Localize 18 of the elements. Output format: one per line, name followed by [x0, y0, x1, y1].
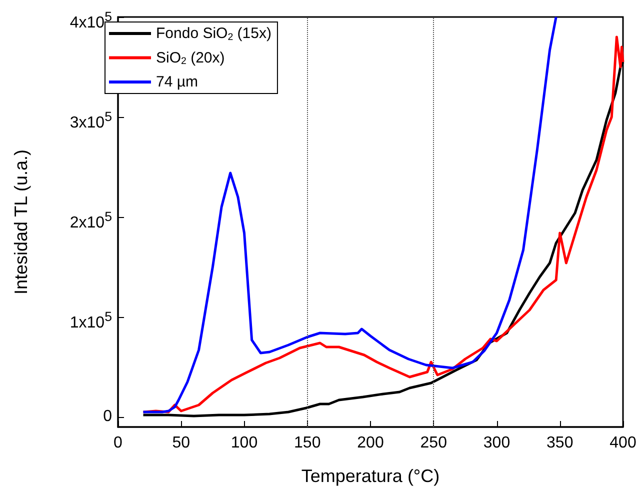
legend-label: 74 µm: [156, 74, 198, 90]
x-tick-label: 100: [230, 434, 258, 452]
y-tick-label: 1x10$^{5}$: [70, 308, 112, 334]
x-tick-label: 50: [172, 434, 190, 452]
y-tick-label: 0: [103, 407, 112, 427]
y-axis-title: Intesidad TL (u.a.): [11, 149, 31, 295]
x-tick-label: 150: [294, 434, 321, 452]
x-tick-label: 400: [610, 434, 636, 452]
y-tick-label: 4x10$^{5}$: [70, 8, 112, 34]
x-tick-label: 0: [114, 434, 123, 452]
line-series: [142, 16, 558, 414]
x-axis-title: Temperatura (°C): [301, 466, 440, 486]
x-tick-label: 250: [420, 434, 448, 452]
x-tick-label: 200: [357, 434, 384, 452]
x-tick-label: 300: [483, 434, 510, 452]
y-tick-label: 2x10$^{5}$: [70, 208, 112, 234]
y-tick-label: 3x10$^{5}$: [70, 108, 112, 134]
x-tick-label: 350: [546, 434, 574, 452]
